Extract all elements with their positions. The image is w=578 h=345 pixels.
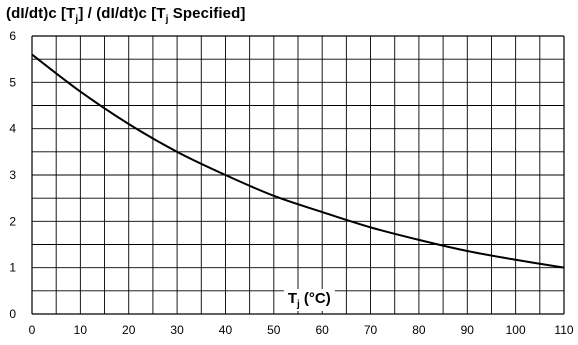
x-tick-label: 40: [219, 323, 233, 337]
title-part-a: (dI/dt)c [T: [6, 5, 76, 22]
x-tick-label: 10: [74, 323, 88, 337]
x-tick-label: 80: [412, 323, 426, 337]
y-tick-label: 3: [9, 168, 16, 182]
y-axis-ticks: 0 1 2 3 4 5 6: [9, 29, 16, 321]
title-part-b: ] / (dI/dt)c [T: [78, 5, 166, 22]
grid: [31, 35, 565, 315]
x-axis-label-main: T: [288, 290, 297, 307]
chart-title: (dI/dt)c [Tj] / (dI/dt)c [Tj Specified]: [6, 5, 245, 25]
x-axis-ticks: 0 10 20 30 40 50 60 70 80 90 100 110: [29, 323, 574, 337]
y-tick-label: 5: [9, 75, 16, 89]
title-sub-b: j: [165, 14, 169, 25]
x-axis-label-rest: (°C): [300, 290, 331, 307]
y-tick-label: 6: [9, 29, 16, 43]
y-tick-label: 0: [9, 307, 16, 321]
x-tick-label: 30: [170, 323, 184, 337]
x-tick-label: 0: [29, 323, 36, 337]
x-tick-label: 90: [461, 323, 475, 337]
x-axis-label-sub: j: [296, 299, 300, 310]
y-tick-label: 2: [9, 214, 16, 228]
x-tick-label: 60: [316, 323, 330, 337]
y-tick-label: 1: [9, 261, 16, 275]
x-tick-label: 100: [506, 323, 526, 337]
x-tick-label: 110: [554, 323, 573, 337]
x-axis-label: Tj (°C): [288, 290, 331, 310]
title-part-c: Specified]: [168, 5, 246, 22]
x-tick-label: 50: [267, 323, 281, 337]
title-sub-a: j: [75, 14, 79, 25]
y-tick-label: 4: [9, 122, 16, 136]
series-line: [31, 53, 565, 269]
x-axis-label-background: [283, 289, 335, 311]
x-tick-label: 20: [122, 323, 136, 337]
series-layer: [31, 53, 565, 269]
x-tick-label: 70: [364, 323, 378, 337]
